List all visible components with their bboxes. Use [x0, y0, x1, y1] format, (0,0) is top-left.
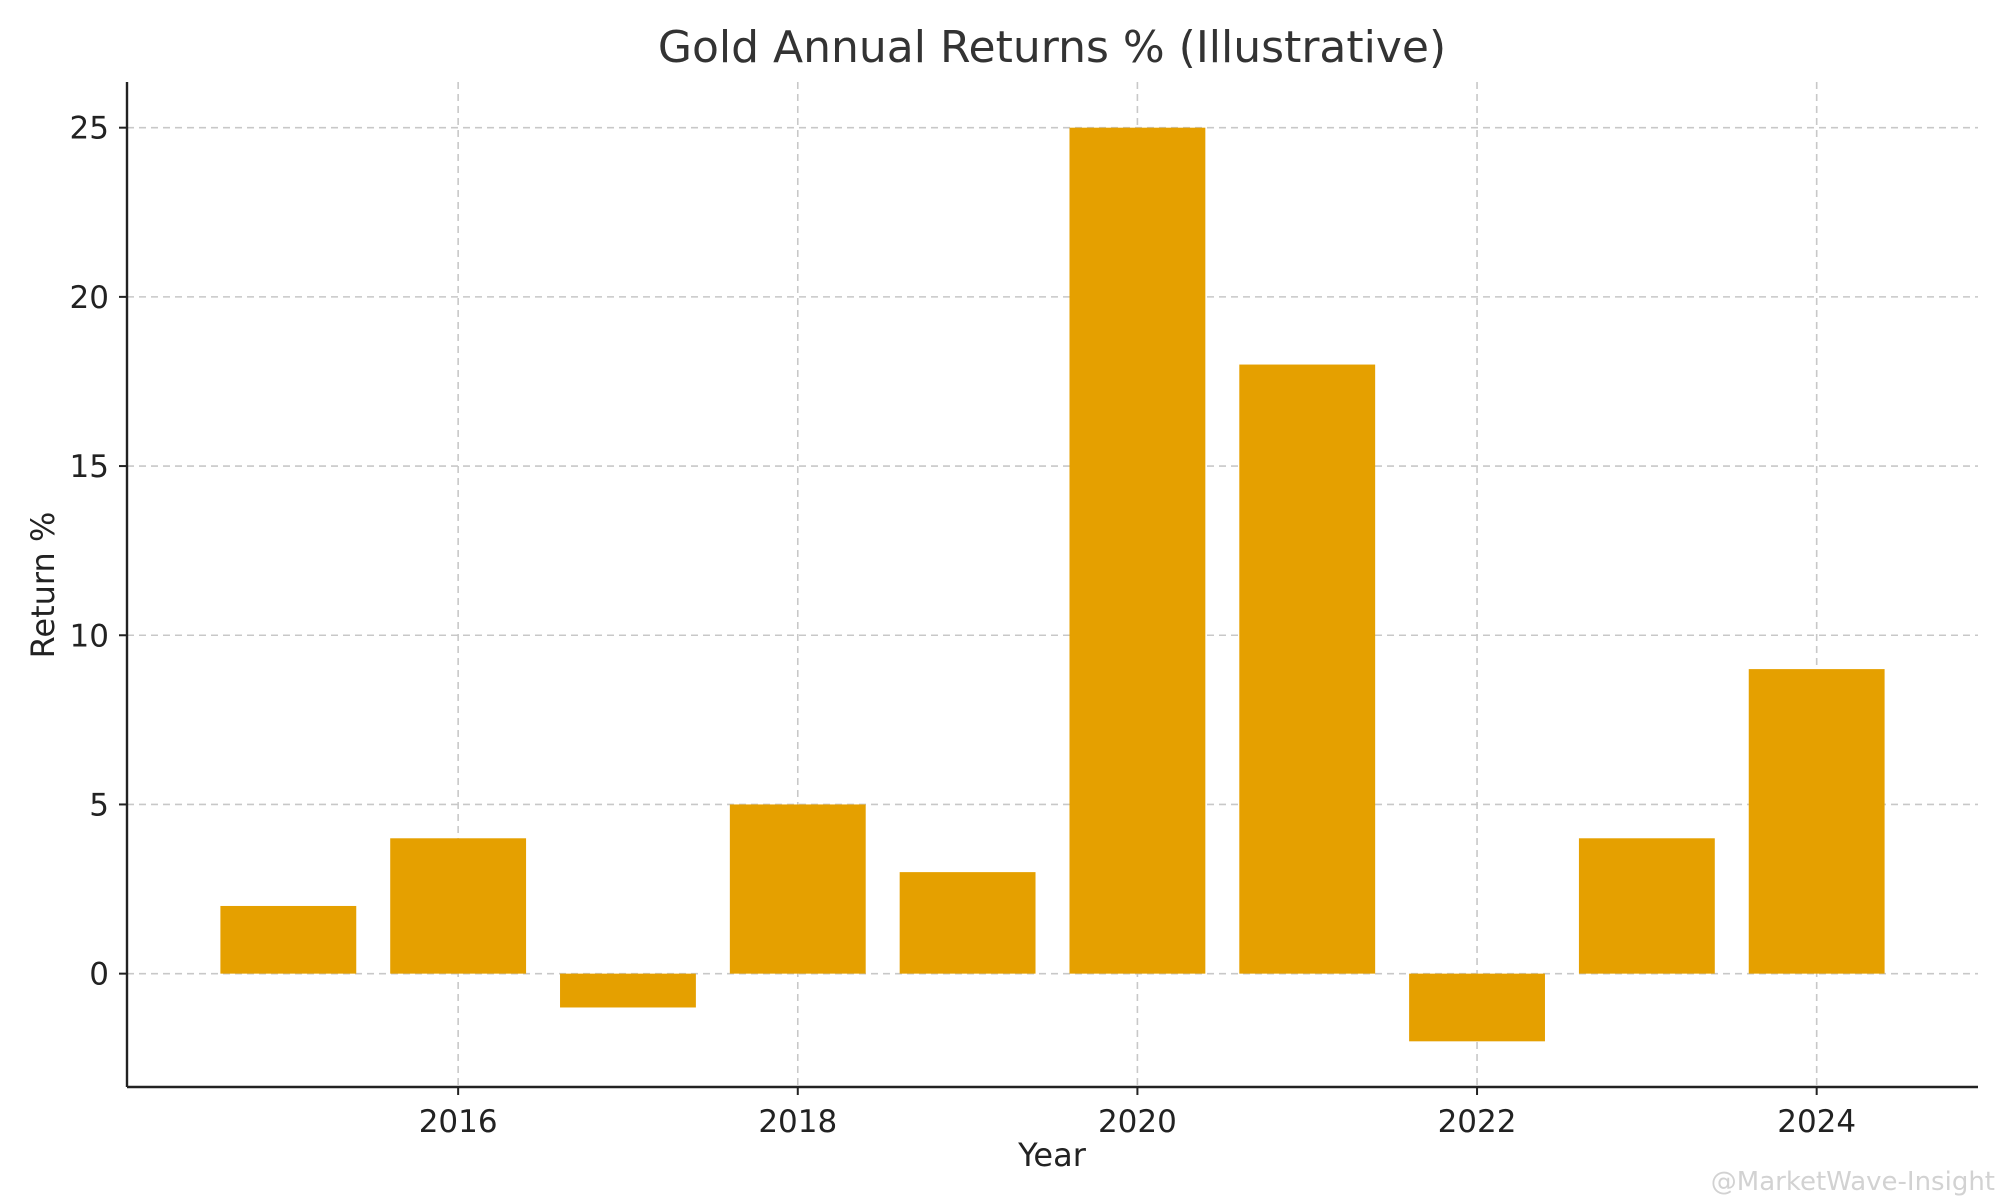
bar-2018 [729, 804, 866, 974]
y-tick-label-20: 20 [70, 280, 109, 316]
watermark-text: @MarketWave-Insight [1711, 1167, 1995, 1197]
bar-2022 [1409, 973, 1545, 1042]
bar-2024 [1748, 669, 1885, 974]
y-tick-label-25: 25 [70, 111, 109, 147]
y-axis-label: Return % [24, 512, 62, 659]
bar-2021 [1239, 364, 1376, 974]
bar-2015 [220, 905, 357, 974]
x-tick-label-2016: 2016 [419, 1104, 498, 1140]
axis-ticks: 2016 2018 2020 2022 2024 0 5 10 15 20 25 [70, 111, 1857, 1140]
x-tick-label-2020: 2020 [1098, 1104, 1177, 1140]
bar-2019 [899, 872, 1036, 974]
x-tick-label-2022: 2022 [1438, 1104, 1517, 1140]
y-tick-label-5: 5 [89, 787, 109, 823]
y-tick-label-15: 15 [70, 449, 109, 485]
bar-2023 [1578, 838, 1715, 974]
y-tick-label-10: 10 [70, 618, 109, 654]
x-tick-label-2018: 2018 [758, 1104, 837, 1140]
x-axis-label: Year [1017, 1136, 1087, 1174]
bar-2017 [560, 973, 696, 1008]
bars [220, 127, 1885, 1042]
chart-title: Gold Annual Returns % (Illustrative) [658, 22, 1446, 73]
bar-2016 [390, 838, 527, 974]
y-tick-label-0: 0 [89, 957, 109, 993]
x-tick-label-2024: 2024 [1777, 1104, 1856, 1140]
bar-2020 [1069, 127, 1206, 974]
